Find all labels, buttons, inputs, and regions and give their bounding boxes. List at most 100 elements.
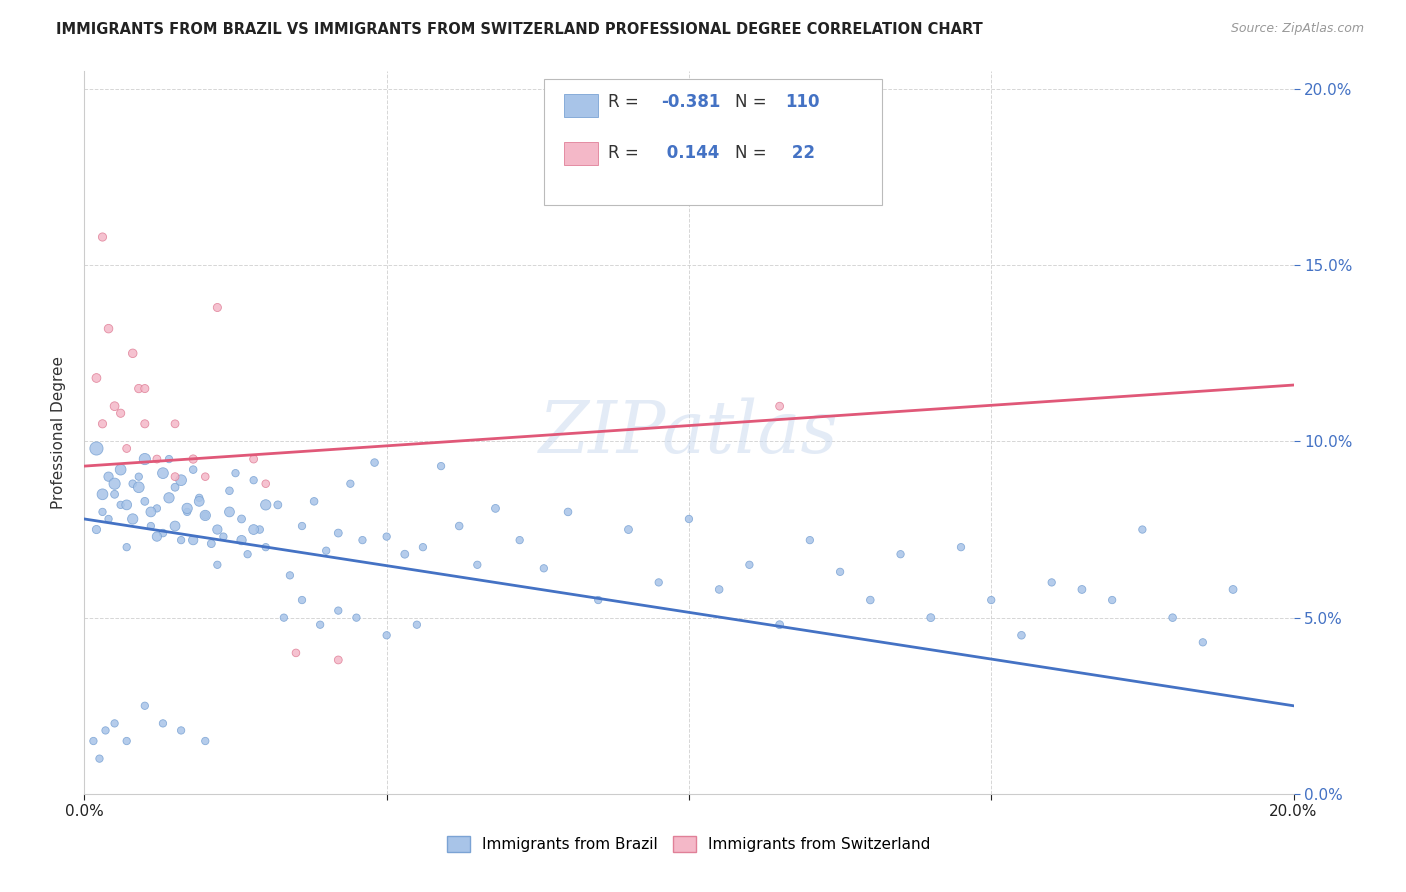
Point: [91, 230, 114, 244]
Point: [242, 452, 264, 467]
Point: [218, 483, 240, 498]
Point: [315, 543, 337, 558]
Point: [170, 723, 193, 738]
Point: [104, 487, 127, 501]
Point: [533, 561, 555, 575]
Text: -0.381: -0.381: [661, 94, 720, 112]
Point: [212, 530, 235, 544]
Point: [94, 723, 117, 738]
FancyBboxPatch shape: [564, 94, 599, 117]
Point: [588, 593, 610, 607]
Point: [467, 558, 489, 572]
Point: [799, 533, 821, 548]
Point: [97, 469, 120, 483]
Text: Source: ZipAtlas.com: Source: ZipAtlas.com: [1230, 22, 1364, 36]
Point: [82, 734, 104, 748]
Point: [97, 512, 120, 526]
Point: [1011, 628, 1033, 642]
Point: [181, 533, 204, 548]
Point: [115, 442, 138, 456]
Text: 0.144: 0.144: [661, 144, 720, 162]
Point: [176, 505, 198, 519]
Point: [412, 540, 434, 554]
Point: [1132, 523, 1154, 537]
FancyBboxPatch shape: [564, 142, 599, 165]
Point: [1040, 575, 1063, 590]
Point: [509, 533, 531, 548]
Point: [86, 523, 108, 537]
Point: [134, 494, 156, 508]
Point: [134, 417, 156, 431]
Point: [139, 519, 162, 533]
Point: [157, 452, 180, 467]
Point: [146, 501, 169, 516]
Point: [375, 530, 398, 544]
Point: [980, 593, 1002, 607]
Point: [242, 473, 264, 487]
Point: [110, 462, 132, 476]
Point: [91, 417, 114, 431]
Point: [231, 533, 253, 548]
Point: [194, 508, 217, 523]
Point: [104, 716, 127, 731]
Point: [115, 498, 138, 512]
Point: [200, 536, 222, 550]
Point: [188, 491, 211, 505]
Point: [339, 476, 361, 491]
Point: [950, 540, 973, 554]
Point: [86, 442, 108, 456]
Point: [165, 469, 187, 483]
Text: 22: 22: [786, 144, 814, 162]
Point: [139, 505, 162, 519]
Point: [165, 519, 187, 533]
Point: [363, 456, 385, 470]
Point: [328, 604, 350, 618]
Point: [302, 494, 325, 508]
Point: [89, 751, 111, 765]
Point: [170, 533, 193, 548]
Point: [170, 473, 193, 487]
Point: [328, 526, 350, 541]
Point: [97, 321, 120, 335]
Point: [273, 610, 295, 624]
Point: [152, 716, 174, 731]
Point: [1071, 582, 1094, 597]
Point: [181, 452, 204, 467]
Text: R =: R =: [607, 144, 644, 162]
Point: [152, 466, 174, 480]
Point: [121, 476, 143, 491]
Point: [394, 547, 416, 561]
Point: [678, 512, 700, 526]
Point: [920, 610, 942, 624]
Point: [207, 523, 229, 537]
Point: [309, 617, 332, 632]
Point: [242, 523, 264, 537]
Point: [1222, 582, 1244, 597]
Point: [194, 734, 217, 748]
Point: [484, 501, 506, 516]
Point: [110, 406, 132, 420]
Point: [146, 452, 169, 467]
Point: [181, 462, 204, 476]
Point: [194, 469, 217, 483]
Point: [449, 519, 471, 533]
Point: [557, 505, 579, 519]
Point: [406, 617, 429, 632]
Y-axis label: Professional Degree: Professional Degree: [51, 356, 66, 509]
Point: [91, 505, 114, 519]
Point: [188, 494, 211, 508]
Point: [617, 523, 640, 537]
Text: ZIPatlas: ZIPatlas: [538, 397, 839, 468]
Point: [859, 593, 882, 607]
Point: [1192, 635, 1215, 649]
Point: [1101, 593, 1123, 607]
Text: N =: N =: [735, 94, 772, 112]
Point: [225, 466, 247, 480]
Text: N =: N =: [735, 144, 772, 162]
Point: [110, 498, 132, 512]
Point: [165, 480, 187, 494]
Point: [648, 575, 671, 590]
Point: [157, 491, 180, 505]
Point: [830, 565, 852, 579]
Legend: Immigrants from Brazil, Immigrants from Switzerland: Immigrants from Brazil, Immigrants from …: [441, 830, 936, 858]
